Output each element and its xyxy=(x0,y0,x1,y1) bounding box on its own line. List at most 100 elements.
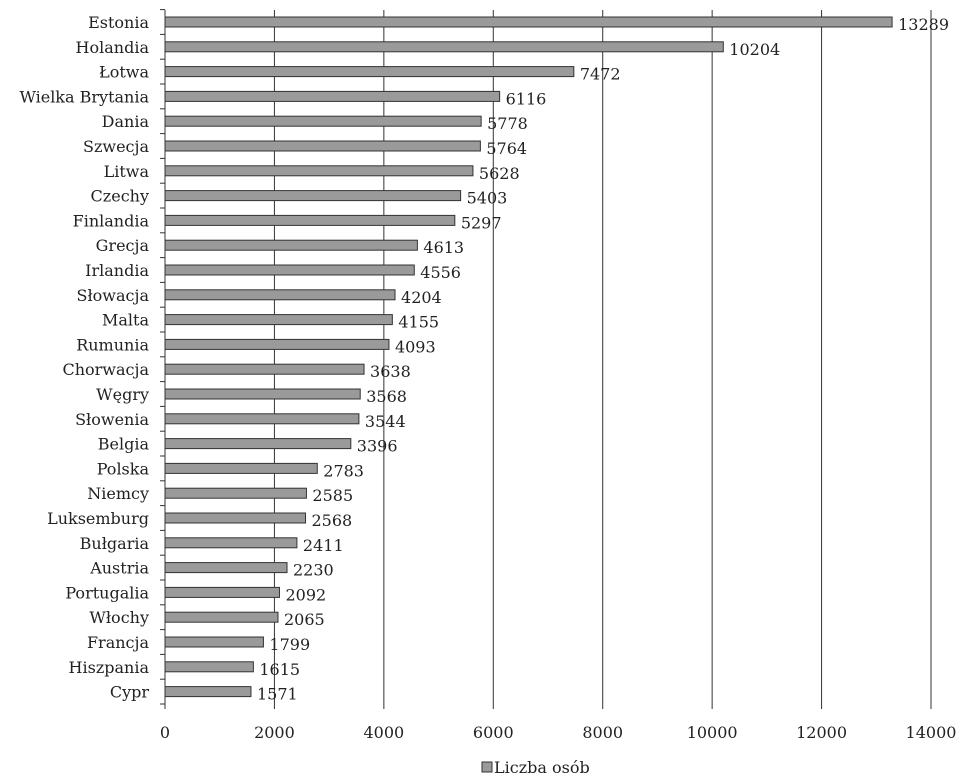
x-tick-label: 0 xyxy=(160,723,170,742)
category-label: Łotwa xyxy=(99,63,149,82)
category-label: Włochy xyxy=(89,608,149,627)
bar xyxy=(164,239,418,251)
category-label: Finlandia xyxy=(73,211,150,230)
category-label: Słowenia xyxy=(75,410,149,429)
data-label: 2092 xyxy=(285,585,326,604)
data-label: 4556 xyxy=(420,263,461,282)
bar xyxy=(164,611,279,623)
data-label: 5628 xyxy=(479,164,520,183)
bar xyxy=(164,90,501,102)
data-label: 10204 xyxy=(729,40,780,59)
bar xyxy=(164,140,481,152)
bar xyxy=(164,537,298,549)
data-label: 6116 xyxy=(506,89,547,108)
category-label: Czechy xyxy=(91,187,149,206)
category-label: Chorwacja xyxy=(62,360,149,379)
x-tick-label: 6000 xyxy=(473,723,514,742)
data-label: 2230 xyxy=(293,561,334,580)
data-label: 2065 xyxy=(284,610,325,629)
bar xyxy=(164,512,307,524)
category-label: Francja xyxy=(87,633,150,652)
category-label: Belgia xyxy=(98,435,150,454)
data-label: 2783 xyxy=(323,461,364,480)
bar xyxy=(164,214,456,226)
data-label: 1571 xyxy=(257,685,298,704)
bar xyxy=(164,289,396,301)
x-tick-label: 10000 xyxy=(687,723,738,742)
data-label: 2585 xyxy=(312,486,353,505)
category-label: Dania xyxy=(102,112,150,131)
x-tick-label: 2000 xyxy=(254,723,295,742)
bar xyxy=(164,264,415,276)
data-label: 1799 xyxy=(269,635,310,654)
bar xyxy=(164,338,390,350)
data-label: 5403 xyxy=(467,189,508,208)
bar xyxy=(164,487,307,499)
data-label: 4204 xyxy=(401,288,442,307)
data-label: 3568 xyxy=(366,387,407,406)
category-label: Wielka Brytania xyxy=(19,87,149,106)
category-label: Austria xyxy=(89,559,149,578)
x-tick-label: 4000 xyxy=(363,723,404,742)
legend: Liczba osób xyxy=(481,758,590,777)
bar xyxy=(164,115,482,127)
bar xyxy=(164,586,280,598)
category-label: Holandia xyxy=(76,38,150,57)
category-label: Luksemburg xyxy=(47,509,149,528)
data-label: 4093 xyxy=(395,337,436,356)
bar xyxy=(164,190,462,202)
bar xyxy=(164,462,318,474)
data-label: 3544 xyxy=(365,412,406,431)
bar xyxy=(164,413,360,425)
category-label: Węgry xyxy=(96,385,149,404)
bar xyxy=(164,66,575,78)
data-label: 5778 xyxy=(487,114,528,133)
data-label: 5764 xyxy=(486,139,527,158)
axes xyxy=(160,9,166,709)
legend-swatch xyxy=(481,761,493,773)
category-label: Cypr xyxy=(110,683,150,702)
data-label: 3638 xyxy=(370,362,411,381)
category-label: Malta xyxy=(102,311,149,330)
x-tick-label: 14000 xyxy=(906,723,957,742)
category-label: Litwa xyxy=(104,162,150,181)
category-label: Słowacja xyxy=(77,286,150,305)
bar xyxy=(164,686,252,698)
category-label: Portugalia xyxy=(65,583,149,602)
bar xyxy=(164,388,361,400)
category-label: Irlandia xyxy=(85,261,149,280)
x-tick-label: 12000 xyxy=(796,723,847,742)
x-tick-label: 8000 xyxy=(582,723,623,742)
gridlines xyxy=(273,10,932,709)
bar xyxy=(164,314,393,326)
category-label: Szwecja xyxy=(83,137,149,156)
bar xyxy=(164,438,352,450)
category-label: Rumunia xyxy=(76,335,149,354)
category-label: Hiszpania xyxy=(69,658,150,677)
legend-label: Liczba osób xyxy=(494,758,590,777)
labels: 0 2000 4000 6000 8000 10000 12000 14000 Estonia 1… xyxy=(19,13,956,742)
data-label: 4155 xyxy=(398,313,439,332)
category-label: Estonia xyxy=(88,13,149,32)
data-label: 2568 xyxy=(312,511,353,530)
bar xyxy=(164,636,264,648)
bar xyxy=(164,363,365,375)
bar xyxy=(164,16,893,28)
bar xyxy=(164,562,288,574)
category-label: Polska xyxy=(97,459,150,478)
category-label: Bułgaria xyxy=(80,534,150,553)
data-label: 13289 xyxy=(898,15,949,34)
data-label: 5297 xyxy=(461,213,502,232)
bar xyxy=(164,661,254,673)
category-label: Niemcy xyxy=(87,484,149,503)
bar xyxy=(164,41,724,53)
data-label: 2411 xyxy=(303,536,344,555)
category-label: Grecja xyxy=(96,236,150,255)
data-label: 4613 xyxy=(423,238,464,257)
data-label: 1615 xyxy=(259,660,300,679)
bar xyxy=(164,165,474,177)
data-label: 7472 xyxy=(580,65,621,84)
data-label: 3396 xyxy=(357,437,398,456)
